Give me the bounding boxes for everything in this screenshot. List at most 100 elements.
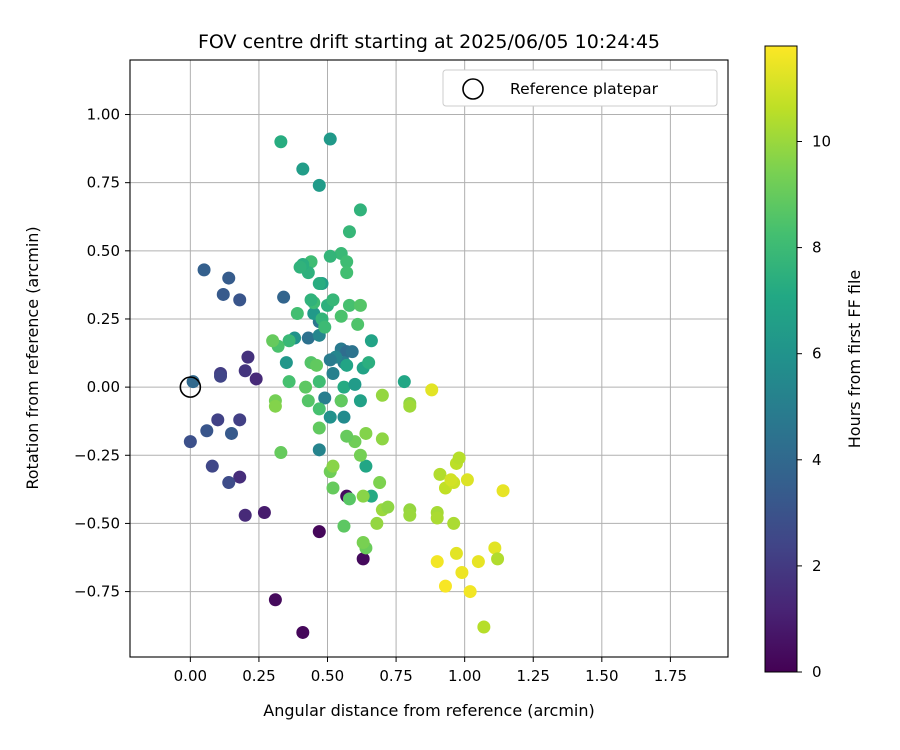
data-point bbox=[353, 298, 367, 312]
data-point bbox=[323, 132, 337, 146]
data-point bbox=[463, 585, 477, 599]
x-tick-label: 1.00 bbox=[448, 667, 481, 685]
data-point bbox=[200, 424, 214, 438]
data-point bbox=[340, 429, 354, 443]
x-tick-label: 1.25 bbox=[517, 667, 550, 685]
legend-entry: Reference platepar bbox=[510, 80, 659, 98]
y-tick-label: 0.50 bbox=[87, 242, 120, 260]
data-point bbox=[334, 309, 348, 323]
data-point bbox=[277, 290, 291, 304]
data-point bbox=[312, 402, 326, 416]
data-point bbox=[312, 178, 326, 192]
data-point bbox=[293, 260, 307, 274]
data-point bbox=[496, 484, 510, 498]
data-point bbox=[326, 293, 340, 307]
legend: Reference platepar bbox=[442, 69, 718, 107]
data-point bbox=[356, 536, 370, 550]
data-point bbox=[452, 451, 466, 465]
y-tick-label: −0.25 bbox=[74, 446, 120, 464]
data-point bbox=[362, 356, 376, 370]
data-point bbox=[370, 516, 384, 530]
data-point bbox=[274, 135, 288, 149]
data-point bbox=[471, 555, 485, 569]
data-point bbox=[222, 271, 236, 285]
data-point bbox=[238, 508, 252, 522]
data-point bbox=[323, 410, 337, 424]
data-point bbox=[216, 287, 230, 301]
colorbar-label: Hours from first FF file bbox=[845, 270, 864, 449]
data-point bbox=[356, 489, 370, 503]
data-point bbox=[359, 459, 373, 473]
data-point bbox=[296, 162, 310, 176]
data-point bbox=[318, 320, 332, 334]
data-point bbox=[214, 369, 228, 383]
data-point bbox=[323, 249, 337, 263]
data-point bbox=[279, 356, 293, 370]
data-point bbox=[233, 413, 247, 427]
colorbar-ticks: 0 2 4 6 8 10 bbox=[797, 132, 831, 681]
data-point bbox=[312, 443, 326, 457]
y-axis-label: Rotation from reference (arcmin) bbox=[23, 226, 42, 489]
data-point bbox=[282, 375, 296, 389]
data-point bbox=[340, 358, 354, 372]
y-tick-label: 0.00 bbox=[87, 378, 120, 396]
data-point bbox=[433, 467, 447, 481]
x-tick-label: 0.75 bbox=[379, 667, 412, 685]
colorbar-frame bbox=[764, 45, 798, 673]
data-point bbox=[326, 459, 340, 473]
y-tick-label: 0.25 bbox=[87, 310, 120, 328]
data-point bbox=[238, 364, 252, 378]
data-point bbox=[353, 394, 367, 408]
data-point bbox=[301, 331, 315, 345]
colorbar-tick-label: 6 bbox=[812, 345, 822, 363]
data-point bbox=[356, 552, 370, 566]
colorbar-gradient bbox=[765, 46, 797, 672]
data-point bbox=[364, 334, 378, 348]
x-axis-ticks: 0.00 0.25 0.50 0.75 1.00 1.25 1.50 1.75 bbox=[174, 657, 687, 685]
data-point bbox=[460, 473, 474, 487]
y-tick-label: 0.75 bbox=[87, 174, 120, 192]
data-point bbox=[491, 552, 505, 566]
colorbar-tick-label: 2 bbox=[812, 557, 822, 575]
data-point bbox=[430, 511, 444, 525]
data-point bbox=[444, 473, 458, 487]
data-point bbox=[342, 298, 356, 312]
data-point bbox=[403, 399, 417, 413]
data-point bbox=[337, 519, 351, 533]
data-point bbox=[296, 625, 310, 639]
data-point bbox=[211, 413, 225, 427]
data-point bbox=[266, 334, 280, 348]
data-point bbox=[323, 353, 337, 367]
data-point bbox=[455, 565, 469, 579]
colorbar: 0 2 4 6 8 10 Hours from first FF file bbox=[764, 45, 864, 681]
data-point bbox=[301, 394, 315, 408]
x-tick-label: 1.75 bbox=[654, 667, 687, 685]
data-point bbox=[326, 366, 340, 380]
plot-area bbox=[130, 60, 728, 657]
data-point bbox=[425, 383, 439, 397]
data-point bbox=[397, 375, 411, 389]
data-point bbox=[183, 435, 197, 449]
data-point bbox=[430, 555, 444, 569]
data-point bbox=[299, 380, 313, 394]
data-point bbox=[342, 492, 356, 506]
data-point bbox=[233, 293, 247, 307]
x-tick-label: 0.25 bbox=[242, 667, 275, 685]
data-point bbox=[249, 372, 263, 386]
legend-box bbox=[442, 69, 718, 107]
colorbar-tick-label: 8 bbox=[812, 239, 822, 257]
data-point bbox=[268, 399, 282, 413]
data-point bbox=[337, 380, 351, 394]
x-tick-label: 0.50 bbox=[311, 667, 344, 685]
data-point bbox=[381, 500, 395, 514]
data-point bbox=[334, 394, 348, 408]
data-point bbox=[274, 446, 288, 460]
legend-marker bbox=[462, 78, 484, 100]
data-point bbox=[403, 508, 417, 522]
data-point bbox=[224, 426, 238, 440]
data-point bbox=[375, 432, 389, 446]
data-point bbox=[326, 481, 340, 495]
data-point bbox=[340, 255, 354, 269]
data-point bbox=[197, 263, 211, 277]
data-point bbox=[337, 410, 351, 424]
